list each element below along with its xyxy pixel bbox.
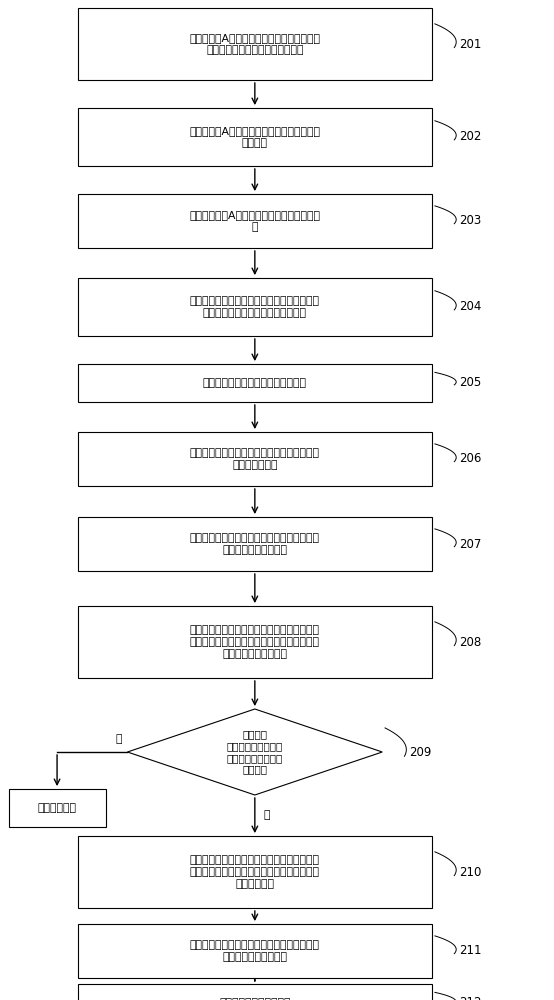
FancyBboxPatch shape [78,432,432,486]
FancyBboxPatch shape [78,8,432,80]
Text: 是: 是 [263,810,270,820]
FancyBboxPatch shape [78,836,432,908]
Text: 判断是否
接收到视频加速器针
对于连接请求返回的
响应信息: 判断是否 接收到视频加速器针 对于连接请求返回的 响应信息 [227,730,283,774]
Text: 设置所述视频加速器中的各个处理器的连接方
式为无密码连接: 设置所述视频加速器中的各个处理器的连接方 式为无密码连接 [190,448,320,470]
Text: 在终端设备A中配置视频加速器的内核，并设
置所述内核的启动方式为默认启动: 在终端设备A中配置视频加速器的内核，并设 置所述内核的启动方式为默认启动 [189,33,320,55]
Text: 208: 208 [459,636,481,648]
Text: 210: 210 [459,865,481,879]
Text: 向各个处理器发送测试文件和待处理视频流，
以通过各个处理器根据测试文件，对待处理视
频流进行处理: 向各个处理器发送测试文件和待处理视频流， 以通过各个处理器根据测试文件，对待处理… [190,855,320,889]
Text: 检测所述视频加速器在所述运行环境中，与各
个网络接口的连接状态: 检测所述视频加速器在所述运行环境中，与各 个网络接口的连接状态 [190,533,320,555]
Text: 重启终端设备A，以形成视频加速器的运行环
境: 重启终端设备A，以形成视频加速器的运行环 境 [189,210,320,232]
FancyBboxPatch shape [78,108,432,166]
Text: 当所述视频加速器与每一个所述网络接口的连
接状态均为正常时，向视频加速器中的任意一
个处理器发送连接请求: 当所述视频加速器与每一个所述网络接口的连 接状态均为正常时，向视频加速器中的任意… [190,625,320,659]
Text: 查看视频加速器的状态，并将视频加速器的状
态与对应的运行环境保存成文档输出: 查看视频加速器的状态，并将视频加速器的状 态与对应的运行环境保存成文档输出 [190,296,320,318]
Text: 在终端设备A中安装所述视频加速器对应的驱
动及软件: 在终端设备A中安装所述视频加速器对应的驱 动及软件 [189,126,320,148]
Text: 204: 204 [459,300,481,314]
FancyBboxPatch shape [78,278,432,336]
FancyBboxPatch shape [78,606,432,678]
Text: 212: 212 [459,996,481,1000]
Text: 202: 202 [459,130,481,143]
FancyBboxPatch shape [78,924,432,978]
FancyBboxPatch shape [9,789,106,827]
Text: 211: 211 [459,944,481,958]
Text: 检测视频加速器中的各个处理器在处理待处理
视频流过程中的利用率: 检测视频加速器中的各个处理器在处理待处理 视频流过程中的利用率 [190,940,320,962]
FancyBboxPatch shape [78,517,432,571]
Text: 关闭影响视频加速器运行的相关服务: 关闭影响视频加速器运行的相关服务 [203,378,307,388]
FancyBboxPatch shape [78,364,432,402]
Polygon shape [127,709,382,795]
Text: 209: 209 [409,746,431,758]
FancyBboxPatch shape [78,984,432,1000]
Text: 205: 205 [459,376,481,389]
Text: 206: 206 [459,452,481,466]
FancyBboxPatch shape [78,194,432,248]
Text: 207: 207 [459,538,481,550]
Text: 否: 否 [115,734,122,744]
Text: 查看各个处理器的利用率: 查看各个处理器的利用率 [219,998,291,1000]
Text: 201: 201 [459,37,481,50]
Text: 203: 203 [459,215,481,228]
Text: 结束当前流程: 结束当前流程 [38,803,76,813]
